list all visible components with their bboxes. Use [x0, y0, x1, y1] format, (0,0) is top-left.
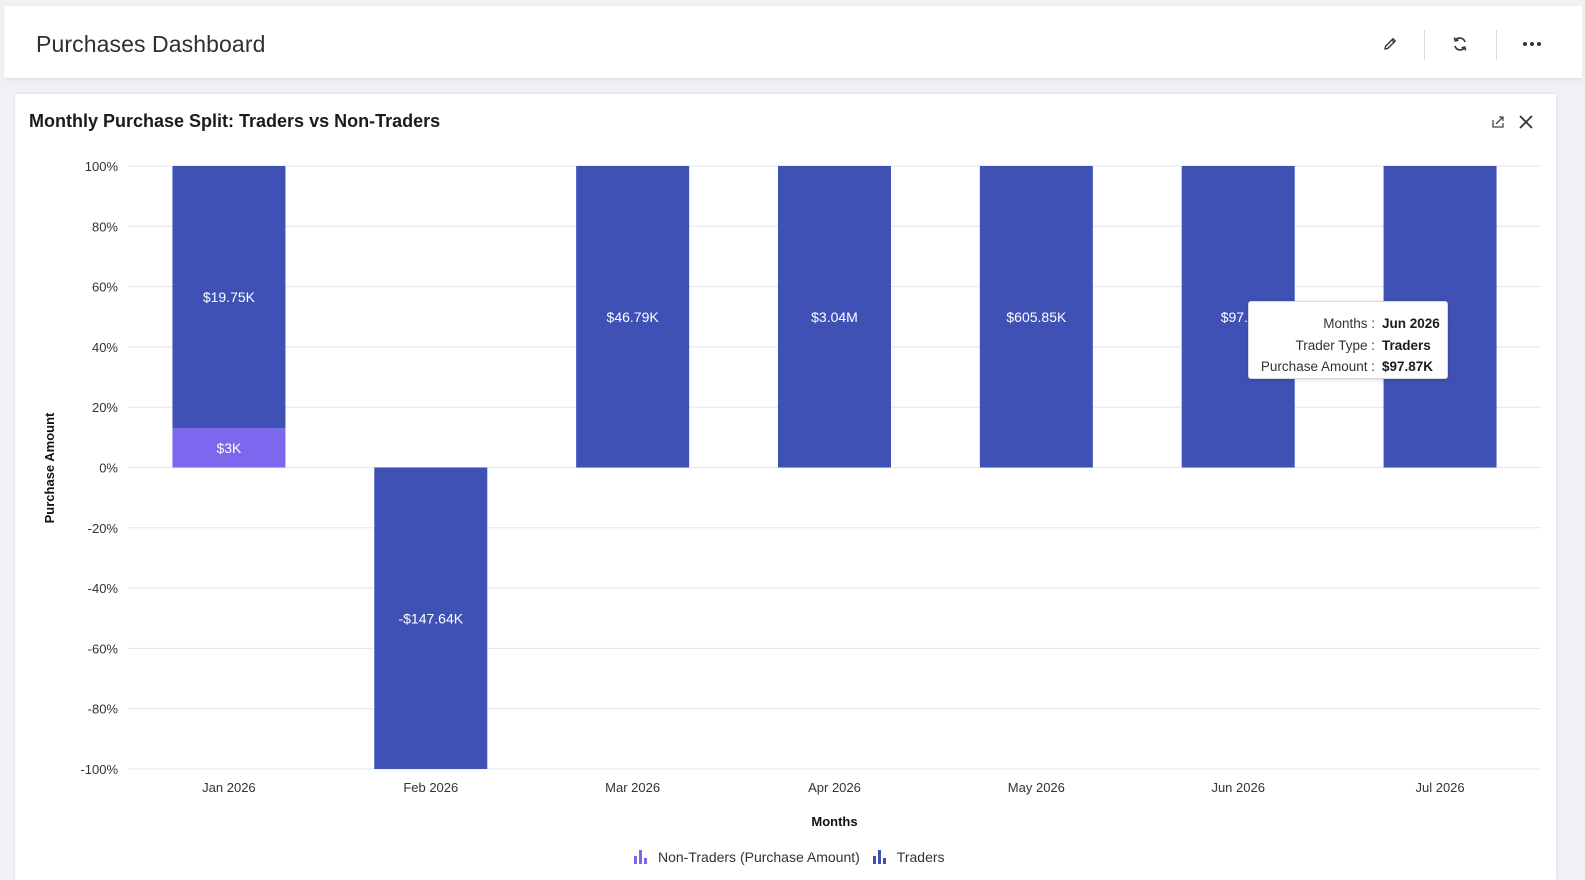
- tooltip-row: Months : Jun 2026: [1249, 316, 1447, 336]
- tooltip-value: $97.87K: [1382, 359, 1434, 374]
- data-label: $19.75K: [203, 289, 256, 305]
- more-options-button[interactable]: [1518, 30, 1546, 58]
- y-tick-label: -40%: [88, 581, 119, 596]
- data-label: $3K: [216, 440, 242, 456]
- x-tick-label: May 2026: [1008, 780, 1065, 795]
- header-divider: [1424, 30, 1425, 60]
- tooltip-value: Traders: [1382, 338, 1431, 353]
- y-tick-label: -60%: [88, 641, 119, 656]
- more-horizontal-icon: [1523, 42, 1541, 46]
- header-divider: [1496, 30, 1497, 60]
- chart-tooltip: Months : Jun 2026 Trader Type : Traders …: [1248, 301, 1448, 379]
- tooltip-key: Purchase Amount :: [1260, 359, 1375, 374]
- y-tick-label: 80%: [92, 219, 118, 234]
- tooltip-value: Jun 2026: [1382, 316, 1440, 331]
- x-tick-label: Mar 2026: [605, 780, 660, 795]
- x-tick-label: Feb 2026: [403, 780, 458, 795]
- bar-chart-icon: [633, 850, 648, 864]
- x-tick-label: Jan 2026: [202, 780, 256, 795]
- y-tick-label: -20%: [88, 521, 119, 536]
- tooltip-key: Trader Type :: [1295, 338, 1375, 353]
- data-label: $3.04M: [811, 309, 858, 325]
- close-icon: [1519, 115, 1533, 129]
- close-button[interactable]: [1515, 111, 1537, 133]
- tooltip-row: Purchase Amount : $97.87K: [1249, 359, 1447, 379]
- legend-item-non-traders[interactable]: Non-Traders (Purchase Amount): [633, 849, 860, 865]
- stacked-bar-chart: 100% 80% 60% 40% 20% 0% -20% -40% -60% -80% -100% $…: [42, 159, 1541, 829]
- y-tick-label: -100%: [80, 762, 118, 777]
- y-tick-label: 0%: [99, 461, 118, 476]
- edit-button[interactable]: [1376, 30, 1404, 58]
- y-tick-label: 40%: [92, 340, 118, 355]
- refresh-icon: [1453, 37, 1467, 51]
- bar-segment[interactable]: [778, 166, 891, 468]
- x-tick-label: Jun 2026: [1211, 780, 1265, 795]
- bar-segment[interactable]: [374, 467, 488, 770]
- y-tick-label: 100%: [85, 159, 119, 174]
- x-tick-label: Apr 2026: [808, 780, 861, 795]
- refresh-button[interactable]: [1446, 30, 1474, 58]
- legend-label: Non-Traders (Purchase Amount): [658, 849, 860, 865]
- bar-chart-icon: [872, 850, 887, 864]
- y-tick-label: 20%: [92, 400, 118, 415]
- tooltip-key: Months :: [1323, 316, 1375, 331]
- edit-pencil-icon: [1384, 38, 1396, 50]
- bar-segment[interactable]: [979, 166, 1093, 468]
- chart-legend: Non-Traders (Purchase Amount) Traders: [633, 847, 957, 867]
- data-label: $46.79K: [607, 309, 660, 325]
- bar-segment[interactable]: [172, 428, 286, 468]
- x-axis-title: Months: [811, 814, 857, 829]
- legend-item-traders[interactable]: Traders: [872, 849, 945, 865]
- y-axis-title: Purchase Amount: [42, 412, 57, 523]
- export-button[interactable]: [1487, 111, 1509, 133]
- data-label: $97.8: [1221, 309, 1256, 325]
- dashboard-header: Purchases Dashboard: [4, 6, 1582, 79]
- y-tick-label: -80%: [88, 702, 119, 717]
- y-tick-label: 60%: [92, 280, 118, 295]
- page-title: Purchases Dashboard: [36, 31, 266, 57]
- chart-widget: Monthly Purchase Split: Traders vs Non-T…: [15, 94, 1556, 880]
- widget-title: Monthly Purchase Split: Traders vs Non-T…: [29, 111, 441, 131]
- bar-segment[interactable]: [576, 166, 690, 468]
- export-icon: [1492, 116, 1504, 128]
- bar-segment[interactable]: [172, 166, 286, 429]
- legend-label: Traders: [896, 849, 945, 865]
- data-label: $605.85K: [1006, 309, 1067, 325]
- x-tick-label: Jul 2026: [1415, 780, 1464, 795]
- data-label: -$147.64K: [398, 610, 463, 626]
- tooltip-row: Trader Type : Traders: [1249, 338, 1447, 358]
